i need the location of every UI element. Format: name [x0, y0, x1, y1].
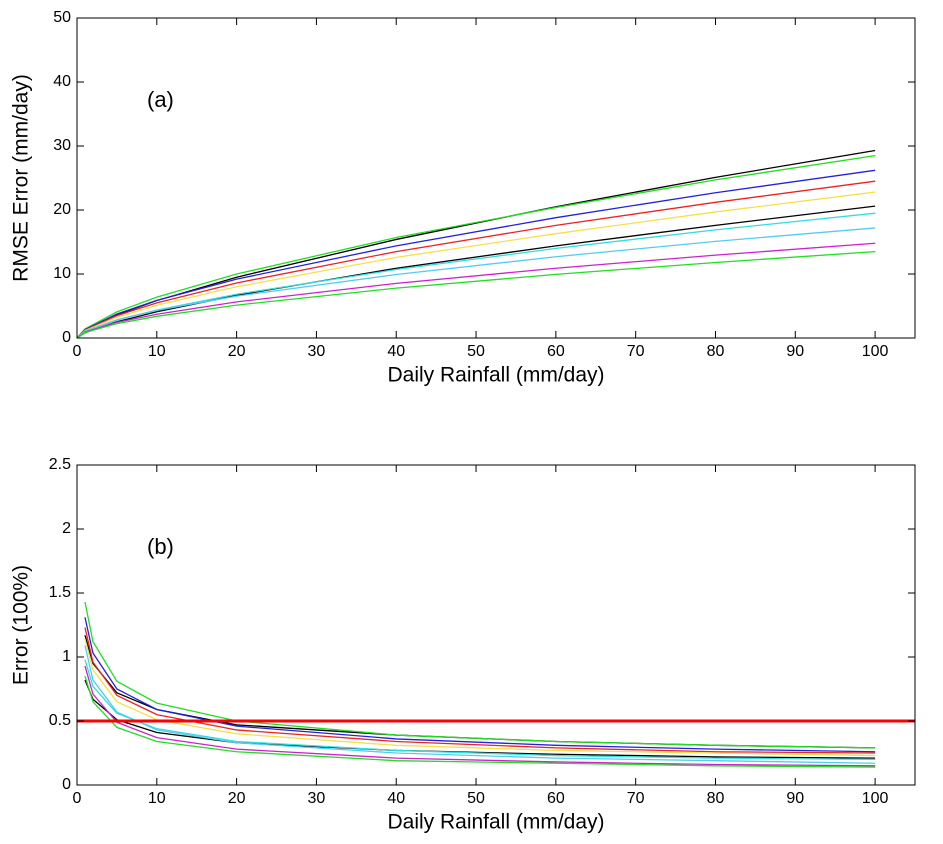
x-tick-label: 70 [627, 343, 645, 360]
x-tick-label: 30 [308, 343, 326, 360]
data-line [77, 250, 876, 338]
x-tick-label: 100 [862, 343, 889, 360]
x-tick-label: 60 [547, 343, 565, 360]
x-tick-label: 0 [73, 790, 82, 807]
data-line [84, 645, 876, 764]
y-tick-label: 0 [62, 776, 71, 793]
y-tick-label: 1 [62, 648, 71, 665]
x-tick-label: 0 [73, 343, 82, 360]
x-tick-label: 80 [707, 343, 725, 360]
y-tick-label: 40 [53, 73, 71, 90]
y-tick-label: 20 [53, 201, 71, 218]
x-tick-label: 20 [228, 343, 246, 360]
x-tick-label: 40 [387, 790, 405, 807]
x-axis-label: Daily Rainfall (mm/day) [387, 811, 604, 834]
x-tick-label: 100 [862, 790, 889, 807]
data-line [84, 659, 876, 761]
y-tick-label: 2 [62, 520, 71, 537]
y-axis-label: RMSE Error (mm/day) [10, 74, 33, 282]
data-line [84, 627, 876, 754]
data-line [84, 676, 876, 768]
y-tick-label: 0.5 [49, 712, 71, 729]
x-tick-label: 20 [228, 790, 246, 807]
x-tick-label: 50 [467, 343, 485, 360]
x-tick-label: 90 [786, 343, 804, 360]
panel-annotation: (b) [147, 534, 174, 559]
y-tick-label: 10 [53, 265, 71, 282]
data-line [77, 227, 876, 338]
data-line [77, 154, 876, 338]
data-line [84, 665, 876, 767]
x-tick-label: 90 [786, 790, 804, 807]
data-line [77, 149, 876, 338]
data-line [84, 635, 876, 749]
x-axis-label: Daily Rainfall (mm/day) [387, 364, 604, 387]
y-tick-label: 50 [53, 9, 71, 26]
x-tick-label: 30 [308, 790, 326, 807]
data-line [77, 180, 876, 338]
data-line [77, 242, 876, 338]
plot-area [77, 601, 915, 768]
x-tick-label: 50 [467, 790, 485, 807]
x-tick-label: 80 [707, 790, 725, 807]
data-line [77, 191, 876, 338]
data-line [77, 169, 876, 338]
x-tick-label: 70 [627, 790, 645, 807]
plot-area [77, 149, 876, 338]
panel-annotation: (a) [147, 87, 174, 112]
x-tick-label: 40 [387, 343, 405, 360]
y-tick-label: 0 [62, 329, 71, 346]
y-axis-label: Error (100%) [10, 565, 33, 685]
y-tick-label: 2.5 [49, 456, 71, 473]
x-tick-label: 10 [148, 790, 166, 807]
data-line [84, 638, 876, 757]
axes-frame [76, 17, 916, 339]
data-line [84, 601, 876, 749]
data-line [84, 617, 876, 753]
x-tick-label: 10 [148, 343, 166, 360]
x-tick-label: 60 [547, 790, 565, 807]
axes-frame [76, 464, 916, 786]
y-tick-label: 1.5 [49, 584, 71, 601]
y-tick-label: 30 [53, 137, 71, 154]
